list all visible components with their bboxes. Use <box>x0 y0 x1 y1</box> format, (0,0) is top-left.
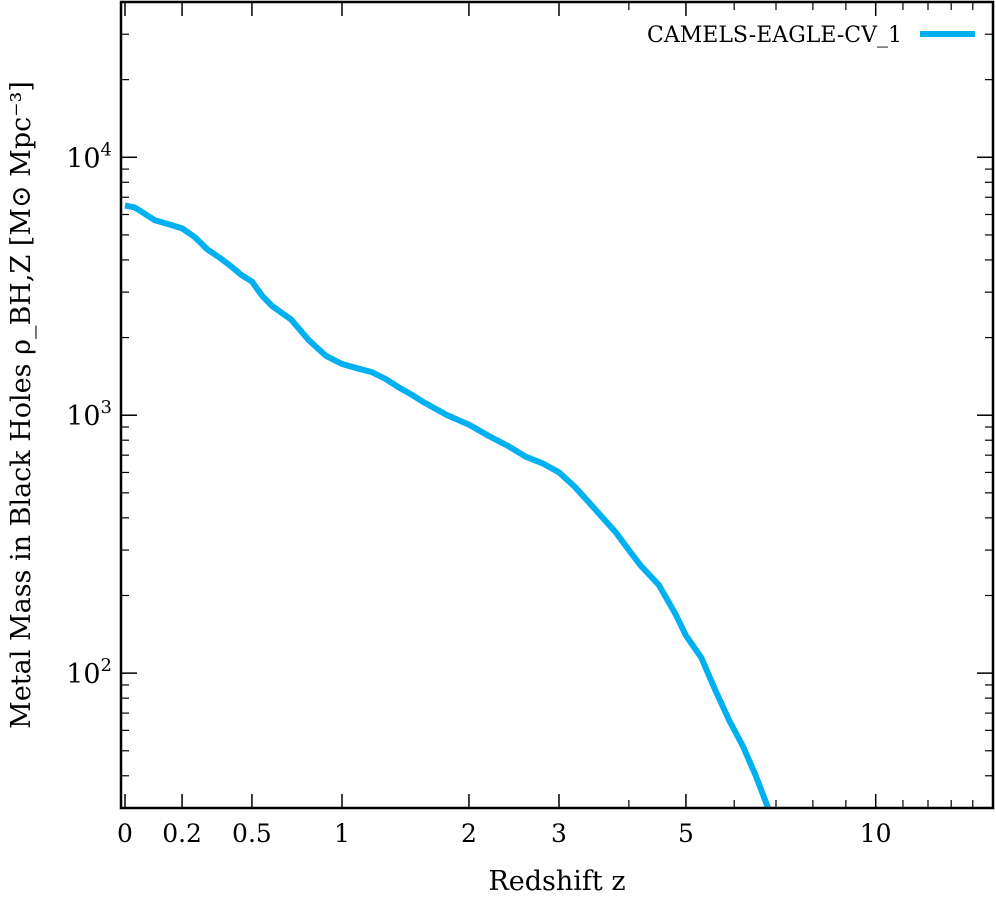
x-axis-label: Redshift z <box>488 866 625 897</box>
legend: CAMELS-EAGLE-CV_1 <box>647 23 975 48</box>
y-tick-labels: 102 103 104 <box>66 139 112 690</box>
x-tick-label: 0 <box>117 819 133 848</box>
axis-ticks <box>121 1 993 809</box>
x-tick-labels: 0 0.2 0.5 1 2 3 5 10 <box>117 819 892 848</box>
x-tick-label: 1 <box>334 819 350 848</box>
x-tick-label: 5 <box>678 819 694 848</box>
y-tick-label: 104 <box>66 139 112 174</box>
x-tick-label: 2 <box>461 819 477 848</box>
series-layer <box>124 202 771 810</box>
y-tick-label: 102 <box>66 655 112 690</box>
x-tick-label: 0.5 <box>232 819 272 848</box>
y-axis-label: Metal Mass in Black Holes ρ_BH,Z [M⊙ Mpc… <box>6 81 37 729</box>
x-tick-label: 10 <box>860 819 892 848</box>
plot-frame <box>119 0 995 810</box>
x-tick-label: 3 <box>551 819 567 848</box>
series-line <box>124 202 771 810</box>
legend-label: CAMELS-EAGLE-CV_1 <box>647 23 902 48</box>
y-tick-label: 103 <box>66 397 112 432</box>
x-tick-label: 0.2 <box>162 819 202 848</box>
